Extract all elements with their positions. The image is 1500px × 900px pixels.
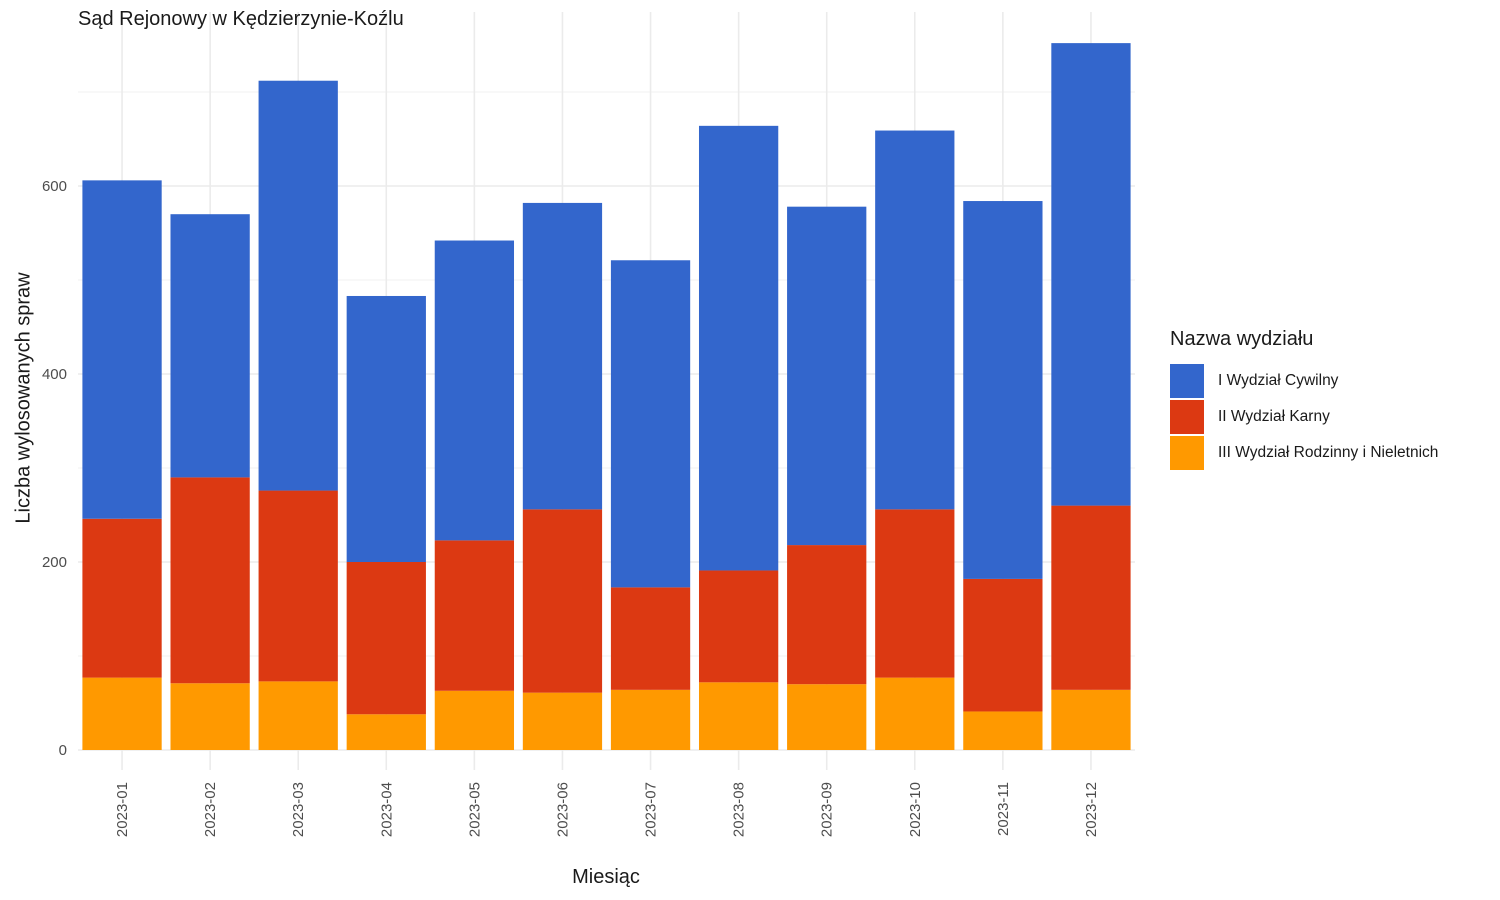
bar-segment bbox=[346, 562, 426, 715]
bar-segment bbox=[82, 677, 162, 750]
bar-segment bbox=[434, 690, 515, 750]
x-tick-label: 2023-11 bbox=[995, 782, 1012, 836]
y-tick-label: 200 bbox=[42, 554, 67, 571]
x-tick-label: 2023-06 bbox=[554, 782, 571, 837]
bar-segment bbox=[610, 260, 691, 588]
x-tick-label: 2023-08 bbox=[731, 782, 748, 837]
bar-segment bbox=[82, 180, 162, 519]
bar-segment bbox=[698, 682, 779, 750]
bar-segment bbox=[963, 711, 1043, 750]
bar-segment bbox=[610, 689, 691, 750]
bar-segment bbox=[963, 201, 1043, 579]
bar-segment bbox=[875, 509, 955, 678]
legend-swatch-rodzinny bbox=[1170, 436, 1204, 470]
x-tick-label: 2023-01 bbox=[114, 782, 131, 837]
legend-item-cywilny: I Wydział Cywilny bbox=[1170, 363, 1438, 399]
bar-segment bbox=[346, 714, 426, 750]
bar-segment bbox=[875, 677, 955, 750]
bar-segment bbox=[346, 295, 426, 562]
legend-label-karny: II Wydział Karny bbox=[1218, 408, 1330, 425]
legend-swatch-cywilny bbox=[1170, 364, 1204, 398]
bar-segment bbox=[963, 578, 1043, 712]
x-tick-label: 2023-12 bbox=[1083, 782, 1100, 837]
x-tick-label: 2023-07 bbox=[643, 782, 660, 837]
bar-segment bbox=[82, 518, 162, 678]
bar-segment bbox=[875, 130, 955, 510]
bar-segment bbox=[787, 684, 867, 750]
bar-segment bbox=[1051, 689, 1131, 750]
legend-swatch-karny bbox=[1170, 400, 1204, 434]
bar-segment bbox=[258, 80, 338, 491]
bar-segment bbox=[258, 490, 338, 682]
x-tick-label: 2023-03 bbox=[290, 782, 307, 837]
chart-title: Sąd Rejonowy w Kędzierzynie-Koźlu bbox=[78, 8, 404, 30]
legend-item-rodzinny: III Wydział Rodzinny i Nieletnich bbox=[1170, 435, 1438, 471]
x-tick-label: 2023-10 bbox=[907, 782, 924, 837]
y-tick-labels: 0 200 400 600 bbox=[42, 178, 67, 759]
legend-title: Nazwa wydziału bbox=[1170, 328, 1314, 350]
legend-item-karny: II Wydział Karny bbox=[1170, 399, 1438, 435]
x-tick-label: 2023-04 bbox=[378, 782, 395, 837]
legend: Nazwa wydziału I Wydział Cywilny II Wydz… bbox=[1170, 328, 1438, 471]
y-tick-label: 600 bbox=[42, 178, 67, 195]
bar-segment bbox=[698, 125, 779, 571]
bar-segment bbox=[170, 477, 250, 684]
bar-segment bbox=[698, 570, 779, 683]
y-tick-label: 0 bbox=[59, 742, 67, 759]
bar-segment bbox=[434, 240, 515, 541]
bar-segment bbox=[434, 540, 515, 691]
bar-segment bbox=[787, 545, 867, 685]
x-axis-label: Miesiąc bbox=[572, 866, 640, 888]
bar-segment bbox=[610, 587, 691, 690]
x-tick-label: 2023-09 bbox=[819, 782, 836, 837]
bars bbox=[82, 43, 1131, 750]
bar-segment bbox=[1051, 43, 1131, 506]
bar-segment bbox=[787, 206, 867, 546]
bar-segment bbox=[170, 683, 250, 750]
legend-label-rodzinny: III Wydział Rodzinny i Nieletnich bbox=[1218, 444, 1439, 461]
bar-segment bbox=[522, 692, 603, 750]
x-tick-label: 2023-05 bbox=[466, 782, 483, 837]
bar-segment bbox=[522, 509, 603, 693]
bar-segment bbox=[258, 681, 338, 750]
bar-segment bbox=[522, 202, 603, 510]
bar-segment bbox=[170, 214, 250, 478]
x-tick-label: 2023-02 bbox=[202, 782, 219, 837]
x-tick-labels: 2023-01 2023-02 2023-03 2023-04 2023-05 2023-… bbox=[114, 782, 1100, 837]
y-axis-label: Liczba wylosowanych spraw bbox=[12, 272, 35, 524]
y-tick-label: 400 bbox=[42, 366, 67, 383]
bar-segment bbox=[1051, 505, 1131, 690]
legend-label-cywilny: I Wydział Cywilny bbox=[1218, 372, 1339, 389]
